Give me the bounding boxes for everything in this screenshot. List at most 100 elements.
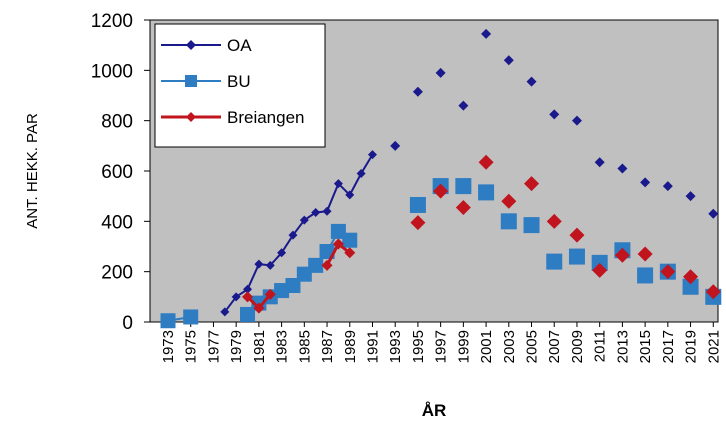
x-axis-label: ÅR — [422, 401, 447, 420]
x-tick-label: 2001 — [478, 330, 495, 363]
data-point — [569, 227, 585, 243]
data-point — [591, 254, 608, 271]
series-layer — [160, 28, 722, 329]
x-tick-label: 1999 — [455, 330, 472, 363]
data-point — [345, 190, 355, 200]
legend: OA BU Breiangen — [154, 23, 326, 148]
x-tick-label: 1985 — [296, 330, 313, 363]
data-point — [308, 257, 324, 273]
data-point — [321, 259, 333, 271]
data-point — [683, 269, 699, 285]
data-point — [183, 309, 199, 325]
data-point — [410, 215, 426, 231]
x-tick-label: 1981 — [251, 330, 268, 363]
legend-marker — [186, 112, 196, 122]
data-point — [296, 266, 312, 282]
y-tick-label: 1200 — [91, 11, 133, 32]
y-axis: 0 200 400 600 800 1000 1200 — [91, 11, 150, 334]
x-tick-label: 2009 — [569, 330, 586, 363]
data-point — [592, 262, 608, 278]
data-point — [500, 213, 517, 230]
data-point — [356, 169, 366, 179]
x-tick-label: 2017 — [660, 330, 677, 363]
legend-label: BU — [227, 72, 251, 91]
legend-marker — [186, 40, 196, 50]
data-point — [617, 163, 628, 174]
data-point — [435, 67, 446, 78]
data-point — [614, 247, 630, 263]
data-point — [433, 183, 449, 199]
y-tick-label: 400 — [101, 212, 133, 233]
data-point — [637, 246, 653, 262]
data-point — [253, 302, 265, 314]
data-point — [549, 109, 560, 120]
data-point — [330, 223, 346, 239]
data-point — [288, 230, 298, 240]
x-tick-label: 1995 — [410, 330, 427, 363]
data-point — [455, 178, 472, 195]
data-point — [332, 238, 344, 250]
data-point — [412, 86, 423, 97]
data-point — [254, 259, 264, 269]
x-tick-label: 1975 — [183, 330, 200, 363]
data-point — [478, 184, 495, 201]
data-point — [501, 193, 517, 209]
x-tick-label: 2019 — [683, 330, 700, 363]
y-tick-label: 600 — [101, 162, 133, 183]
x-tick-label: 1993 — [387, 330, 404, 363]
x-tick-label: 1997 — [433, 330, 450, 363]
x-tick-label: 1983 — [274, 330, 291, 363]
x-tick-label: 2013 — [614, 330, 631, 363]
series-breiangen — [242, 154, 721, 314]
x-tick-label: 2015 — [637, 330, 654, 363]
y-tick-label: 1000 — [91, 61, 133, 82]
data-point — [311, 208, 321, 218]
data-point — [524, 176, 540, 192]
data-point — [274, 283, 290, 299]
x-tick-label: 1973 — [160, 330, 177, 363]
data-point — [637, 267, 654, 284]
legend-label: OA — [227, 36, 252, 55]
data-point — [160, 313, 176, 329]
data-point — [264, 288, 276, 300]
y-tick-label: 0 — [122, 313, 133, 334]
y-tick-label: 200 — [101, 263, 133, 284]
data-point — [682, 278, 699, 295]
data-point — [342, 232, 358, 248]
x-tick-label: 2003 — [501, 330, 518, 363]
data-point — [571, 115, 582, 126]
data-point — [478, 154, 494, 170]
data-point — [390, 140, 401, 151]
x-tick-label: 1979 — [228, 330, 245, 363]
data-point — [285, 278, 301, 294]
data-point — [458, 100, 469, 111]
data-point — [526, 76, 537, 87]
data-point — [481, 28, 492, 39]
data-point — [344, 247, 356, 259]
legend-label: Breiangen — [227, 108, 305, 127]
data-point — [662, 181, 673, 192]
data-point — [568, 248, 585, 265]
data-point — [265, 260, 275, 270]
data-point — [705, 284, 721, 300]
data-point — [333, 179, 343, 189]
data-point — [409, 196, 426, 213]
data-point — [455, 199, 471, 215]
data-point — [240, 306, 256, 322]
y-tick-label: 800 — [101, 112, 133, 133]
data-point — [660, 264, 676, 280]
data-point — [708, 208, 719, 219]
data-point — [231, 292, 241, 302]
x-axis: 1973 1975 1977 1979 1981 1983 1985 1987 1989 1991… — [160, 322, 722, 363]
data-point — [299, 215, 309, 225]
data-point — [546, 253, 563, 270]
x-tick-label: 2007 — [546, 330, 563, 363]
data-point — [503, 55, 514, 66]
data-point — [220, 307, 230, 317]
x-tick-label: 1987 — [319, 330, 336, 363]
data-point — [367, 150, 377, 160]
data-point — [322, 206, 332, 216]
x-tick-label: 2005 — [524, 330, 541, 363]
series-oa — [220, 28, 719, 317]
